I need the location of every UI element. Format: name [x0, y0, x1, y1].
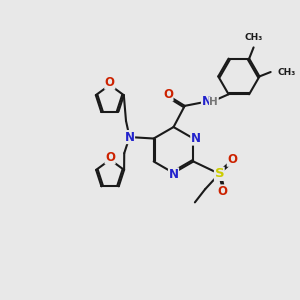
Text: CH₃: CH₃ — [244, 33, 263, 42]
Text: O: O — [105, 76, 115, 89]
Text: O: O — [105, 151, 115, 164]
Text: N: N — [202, 95, 212, 108]
Text: O: O — [227, 153, 237, 166]
Text: N: N — [191, 132, 201, 145]
Text: N: N — [124, 130, 134, 144]
Text: O: O — [163, 88, 173, 101]
Text: S: S — [214, 167, 224, 180]
Text: N: N — [169, 168, 178, 181]
Text: O: O — [217, 185, 227, 198]
Text: H: H — [209, 97, 218, 107]
Text: CH₃: CH₃ — [277, 68, 296, 76]
